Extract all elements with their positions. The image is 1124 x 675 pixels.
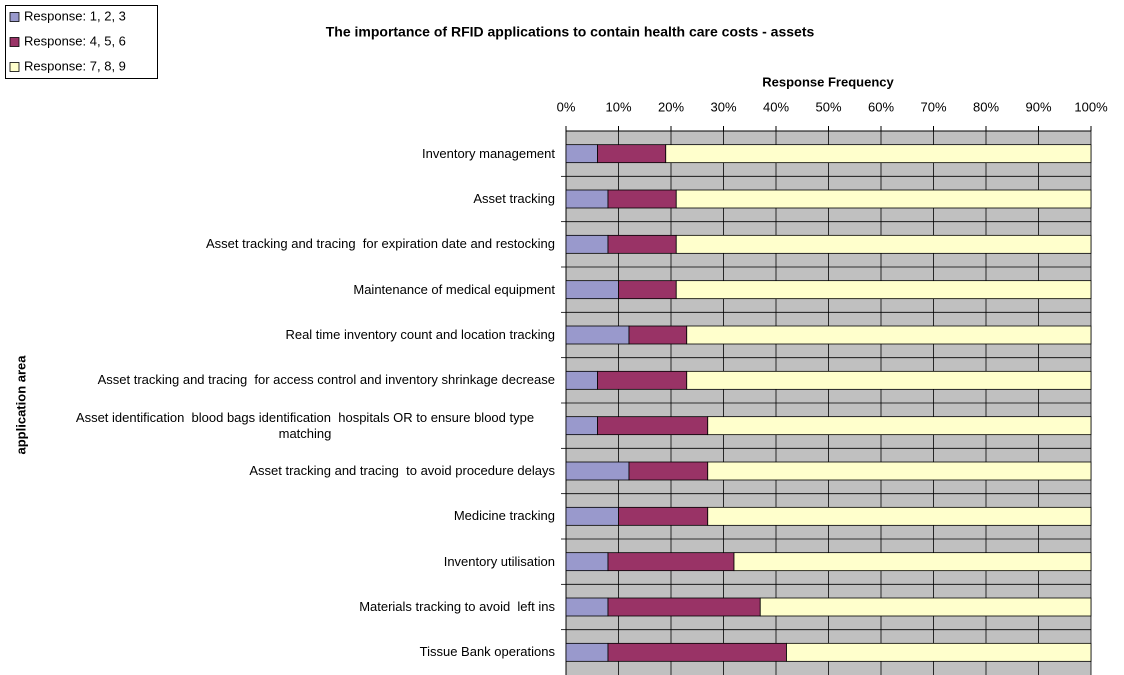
category-label-row: Materials tracking to avoid left ins (55, 584, 555, 629)
category-label: Tissue Bank operations (419, 644, 555, 660)
bar-segment (628, 325, 688, 345)
legend-label: Response: 1, 2, 3 (24, 8, 126, 23)
bar-segment (565, 280, 619, 300)
category-label-row: Real time inventory count and location t… (55, 312, 555, 357)
bar-segment (665, 144, 1092, 164)
category-label: Maintenance of medical equipment (353, 281, 555, 297)
legend-swatch (9, 62, 20, 72)
legend-label: Response: 7, 8, 9 (24, 58, 126, 73)
category-label-row: Tissue Bank operations (55, 630, 555, 675)
category-label: Inventory management (422, 145, 555, 161)
x-tick-label: 80% (973, 99, 999, 114)
x-tick-label: 20% (658, 99, 684, 114)
bar-segment (786, 642, 1092, 662)
bar-segment (565, 642, 609, 662)
legend-swatch (9, 37, 20, 47)
bar-segment (607, 597, 761, 617)
bar-segment (707, 461, 1092, 481)
bar-segment (686, 370, 1092, 390)
bar-segment (675, 280, 1092, 300)
category-label-row: Asset tracking (55, 176, 555, 221)
category-label-row: Asset tracking and tracing for expiratio… (55, 222, 555, 267)
bar-segment (565, 552, 609, 572)
category-label: Asset tracking and tracing for expiratio… (205, 236, 555, 252)
bar-segment (565, 325, 630, 345)
bar-segment (707, 416, 1092, 436)
legend-box (5, 5, 158, 79)
x-tick-label: 40% (763, 99, 789, 114)
bar-segment (597, 416, 709, 436)
bar-segment (607, 234, 677, 254)
x-tick-label: 0% (557, 99, 576, 114)
bar-segment (607, 642, 787, 662)
category-label-row: Inventory utilisation (55, 539, 555, 584)
x-tick-label: 100% (1074, 99, 1108, 114)
category-label-row: Asset tracking and tracing for access co… (55, 358, 555, 403)
category-label: Real time inventory count and location t… (285, 326, 555, 342)
bar-segment (607, 189, 677, 209)
bar-segment (607, 552, 735, 572)
legend-label: Response: 4, 5, 6 (24, 33, 126, 48)
bar-segment (618, 506, 709, 526)
bar-segment (675, 189, 1092, 209)
x-tick-label: 70% (920, 99, 946, 114)
x-tick-label: 30% (710, 99, 736, 114)
x-tick-label: 90% (1025, 99, 1051, 114)
bar-segment (618, 280, 677, 300)
legend-swatch (9, 12, 20, 22)
bar-segment (565, 506, 619, 526)
bar-segment (686, 325, 1092, 345)
bar-segment (565, 370, 598, 390)
category-label: Asset tracking and tracing to avoid proc… (249, 462, 555, 478)
bar-segment (565, 597, 609, 617)
x-tick-label: 50% (815, 99, 841, 114)
bar-segment (628, 461, 709, 481)
category-label: Materials tracking to avoid left ins (359, 598, 555, 614)
category-label: Asset tracking and tracing for access co… (97, 372, 555, 388)
y-axis-title: application area (13, 355, 28, 455)
category-label-row: Asset tracking and tracing to avoid proc… (55, 448, 555, 493)
category-label-row: Medicine tracking (55, 494, 555, 539)
x-tick-label: 10% (605, 99, 631, 114)
bar-segment (707, 506, 1092, 526)
category-label-row: Asset identification blood bags identifi… (55, 403, 555, 448)
bar-segment (565, 416, 598, 436)
bar-segment (597, 370, 688, 390)
bar-segment (565, 144, 598, 164)
chart-title: The importance of RFID applications to c… (326, 24, 815, 40)
bar-segment (565, 189, 609, 209)
bar-segment (565, 461, 630, 481)
bar-segment (759, 597, 1092, 617)
bar-segment (675, 234, 1092, 254)
bar-segment (597, 144, 667, 164)
category-label: Inventory utilisation (443, 553, 555, 569)
category-label: Asset identification blood bags identifi… (75, 409, 538, 441)
category-label: Asset tracking (473, 190, 555, 206)
category-label: Medicine tracking (453, 508, 555, 524)
x-axis-title: Response Frequency (762, 74, 894, 89)
category-label-row: Inventory management (55, 131, 555, 176)
category-label-row: Maintenance of medical equipment (55, 267, 555, 312)
bar-segment (733, 552, 1092, 572)
bar-segment (565, 234, 609, 254)
x-tick-label: 60% (868, 99, 894, 114)
